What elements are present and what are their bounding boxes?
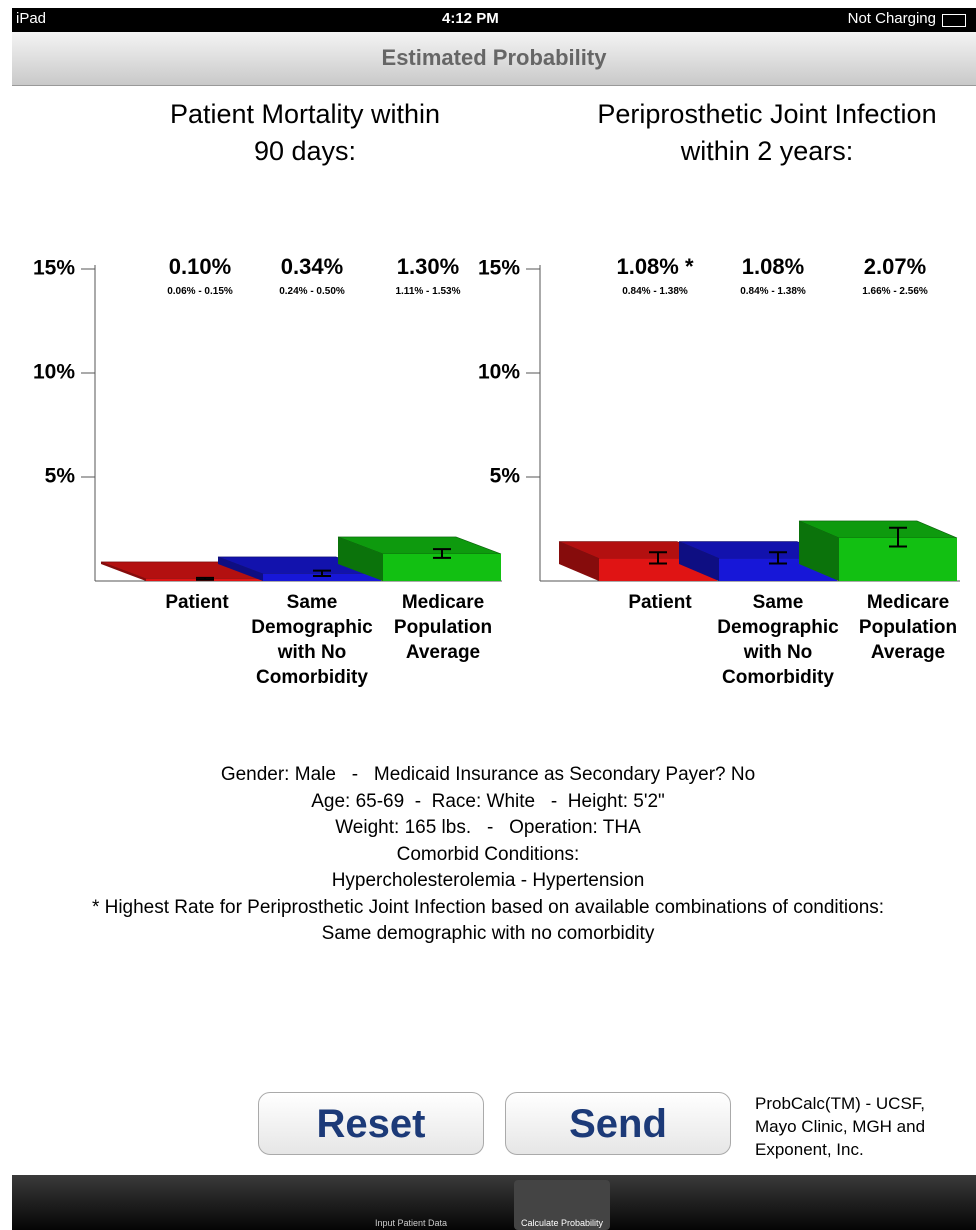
y-tick-label: 5% <box>45 465 76 488</box>
summary-line: Same demographic with no comorbidity <box>321 923 655 944</box>
x-tick-label: Medicare Population Average <box>393 592 493 663</box>
summary-line: Weight: 165 lbs. - Operation: THA <box>335 817 641 838</box>
tab-input[interactable]: Input Patient Data <box>374 1218 448 1228</box>
range-label: 0.24% - 0.50% <box>279 286 345 297</box>
value-label: 2.07% <box>863 254 927 279</box>
summary-line: Age: 65-69 - Race: White - Height: 5'2" <box>311 790 665 812</box>
status-bar: iPad 4:12 PM Not Charging <box>12 8 976 32</box>
tab-bar <box>12 1175 976 1230</box>
chart-title: Patient Mortality within 90 days: <box>169 99 441 166</box>
credit: ProbCalc(TM) - UCSF, Mayo Clinic, MGH an… <box>755 1094 926 1159</box>
range-label: 0.06% - 0.15% <box>167 286 233 297</box>
y-tick-label: 5% <box>490 465 521 488</box>
bar-side <box>559 541 599 581</box>
y-tick-label: 15% <box>478 257 520 280</box>
bar <box>263 573 381 581</box>
battery-icon <box>942 14 966 27</box>
x-tick-label: Same Demographic with No Comorbidity <box>251 592 373 688</box>
range-label: 0.84% - 1.38% <box>740 286 806 297</box>
bar-side <box>218 556 263 581</box>
bar-side <box>101 561 146 581</box>
bar-side <box>338 536 383 581</box>
tab-calculate[interactable]: Calculate Probability <box>514 1180 610 1230</box>
y-tick-label: 10% <box>478 361 520 384</box>
range-label: 0.84% - 1.38% <box>622 286 688 297</box>
range-label: 1.66% - 2.56% <box>862 286 928 297</box>
value-label: 0.34% <box>280 254 344 279</box>
y-tick-label: 15% <box>33 257 75 280</box>
x-tick-label: Patient <box>165 592 229 613</box>
y-tick-label: 10% <box>33 361 75 384</box>
value-label: 1.30% <box>396 254 460 279</box>
bar-side <box>679 541 719 581</box>
reset-button[interactable]: Reset <box>258 1092 484 1155</box>
range-label: 1.11% - 1.53% <box>395 286 461 297</box>
summary-line: Comorbid Conditions: <box>396 843 580 865</box>
battery-status: Not Charging <box>847 10 936 27</box>
value-label: 1.08% <box>741 254 805 279</box>
clock: 4:12 PM <box>442 10 499 27</box>
value-label: 0.10% <box>168 254 232 279</box>
x-tick-label: Same Demographic with No Comorbidity <box>717 592 839 688</box>
x-tick-label: Medicare Population Average <box>858 592 958 663</box>
bar-side <box>799 520 839 581</box>
device-name: iPad <box>16 10 47 27</box>
nav-title: Estimated Probability <box>381 45 607 70</box>
summary-line: * Highest Rate for Periprosthetic Joint … <box>91 896 885 918</box>
value-label: 1.08% * <box>616 254 694 279</box>
nav-bar: Estimated Probability <box>12 32 976 86</box>
summary-line: Gender: Male - Medicaid Insurance as Sec… <box>220 764 756 785</box>
patient-summary: Gender: Male - Medicaid Insurance as Sec… <box>60 762 916 948</box>
x-tick-label: Patient <box>628 592 692 613</box>
chart-title: Periprosthetic Joint Infection within 2 … <box>597 99 937 166</box>
send-button[interactable]: Send <box>505 1092 731 1155</box>
summary-line: Hypercholesterolemia - Hypertension <box>331 870 645 891</box>
